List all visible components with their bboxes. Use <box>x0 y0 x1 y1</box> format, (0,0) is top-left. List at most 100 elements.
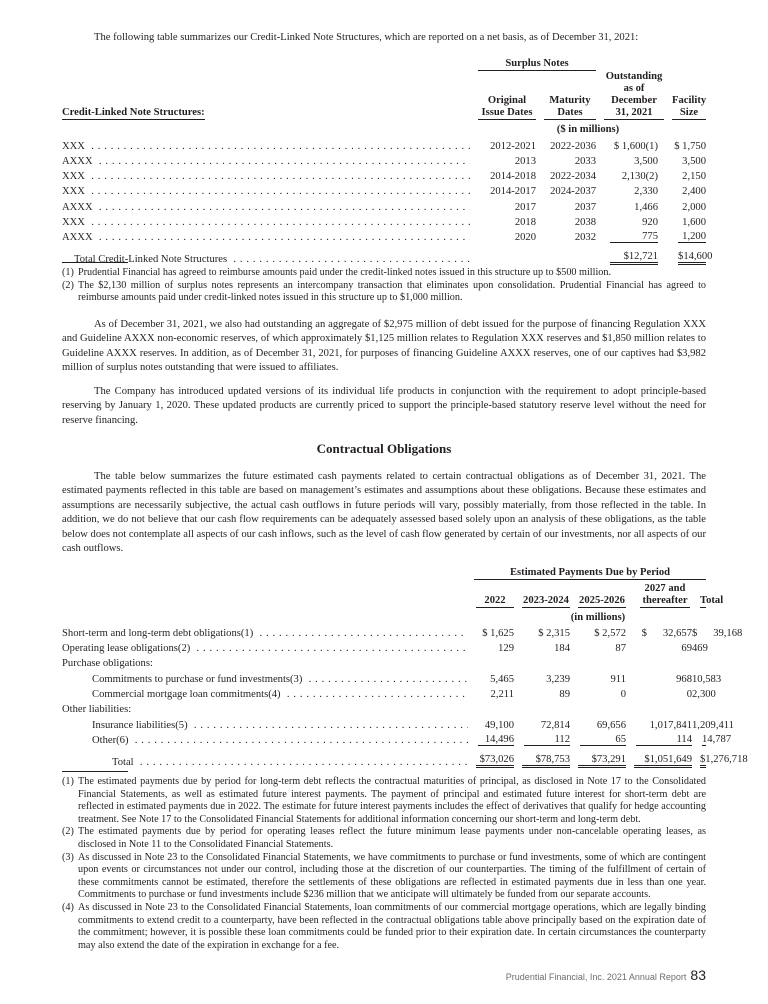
row-label: Short-term and long-term debt obligation… <box>62 624 468 639</box>
table-row: AXXX 2017 2037 1,466 2,000 <box>62 197 706 213</box>
cell-value: 2018 <box>514 217 536 229</box>
row-label: Operating lease obligations(2) <box>62 639 468 655</box>
column-header: Maturity Dates <box>536 71 597 121</box>
cell-value: 2022-2034 <box>550 171 597 183</box>
cell-value: $ 32,657 <box>641 627 692 639</box>
column-header: Credit-Linked Note Structures: <box>62 71 470 121</box>
total-value: $78,753 <box>514 746 570 768</box>
cell-value: 2012-2021 <box>490 140 536 152</box>
cell-value: 2014-2018 <box>490 171 536 183</box>
cell-value: 1,200 <box>678 231 707 244</box>
row-label: AXXX <box>62 228 470 244</box>
column-header-label: 2025-2026 <box>578 595 626 609</box>
units-label: ($ in millions) <box>556 124 620 136</box>
column-header: Facility Size <box>664 71 706 121</box>
row-label: AXXX <box>62 152 470 167</box>
column-header-label: 2023-2024 <box>522 595 570 609</box>
estimated-payments-header: Estimated Payments Due by Period <box>474 567 707 581</box>
credit-linked-notes-table: Surplus Notes Credit-Linked Note Structu… <box>62 56 712 266</box>
footnote: (3) As discussed in Note 23 to the Consol… <box>62 852 706 902</box>
cell-value: 2017 <box>514 201 536 213</box>
cell-value: 69,656 <box>596 719 626 731</box>
footnote-text: The estimated payments due by period for… <box>78 826 706 850</box>
cell-value: 49,100 <box>484 719 514 731</box>
footnote-text: The estimated payments due by period for… <box>78 776 706 825</box>
cell-value: 920 <box>642 217 659 229</box>
table-row: Other liabilities: <box>62 700 706 716</box>
footnote: (4) As discussed in Note 23 to the Consol… <box>62 902 706 952</box>
cell-value: $ 2,572 <box>594 627 626 639</box>
cell-value: 2013 <box>514 155 536 167</box>
cell-value: 1,017,841 <box>649 719 692 731</box>
cell-value: 2032 <box>574 232 597 244</box>
cell-value <box>570 654 626 669</box>
page-footer: Prudential Financial, Inc. 2021 Annual R… <box>505 967 706 983</box>
cell-value <box>692 654 706 669</box>
cell-value: 14,787 <box>702 733 732 746</box>
table-row: XXX 2018 2038 920 1,600 <box>62 213 707 229</box>
cell-value: 2014-2017 <box>490 186 536 198</box>
footnote-marker: (3) <box>62 851 74 863</box>
table-row: Short-term and long-term debt obligation… <box>62 624 742 639</box>
total-value: $1,276,718 <box>692 746 748 768</box>
table-row: Purchase obligations: <box>62 654 706 670</box>
column-header: Total <box>692 580 723 609</box>
cell-value: 2,211 <box>490 689 514 701</box>
paragraph-obligations: The table below summarizes the future es… <box>62 471 706 555</box>
cell-value: 65 <box>570 731 626 746</box>
cell-value: 5,465 <box>490 673 514 685</box>
cell-value: 2020 <box>514 232 536 244</box>
paragraph-products: The Company has introduced updated versi… <box>62 386 706 426</box>
total-label: Total Credit-Linked Note Structures <box>62 243 470 266</box>
cell-value: 2,330 <box>634 186 659 198</box>
cell-value: 2038 <box>574 217 597 229</box>
footnote: (2) The $2,130 million of surplus notes r… <box>62 280 706 305</box>
cell-value: 112 <box>514 731 570 746</box>
cell-value: 1,600 <box>682 217 707 229</box>
footnote-marker: (1) <box>62 776 74 787</box>
cell-value: 775 <box>596 228 664 244</box>
row-label: Commercial mortgage loan commitments(4) <box>62 685 468 701</box>
table-row: XXX 2014-2017 2024-2037 2,330 2,400 <box>62 182 706 198</box>
cell-value: 2037 <box>574 201 597 213</box>
table-row: Commercial mortgage loan commitments(4) 2… <box>62 685 716 701</box>
table-row: AXXX 2013 2033 3,500 3,500 <box>62 152 706 167</box>
column-header-label: 2022 <box>476 595 514 609</box>
column-header: 2027 and thereafter <box>626 580 692 609</box>
cell-value <box>626 654 692 669</box>
row-label: Commitments to purchase or fund investme… <box>62 669 468 685</box>
total-value: $73,291 <box>570 746 626 768</box>
column-header: 2025-2026 <box>570 580 626 609</box>
cell-value: $ 1,750 <box>674 140 707 152</box>
row-label: Other(6) <box>62 731 468 746</box>
cell-value: 775 <box>610 231 659 244</box>
row-label: Other liabilities: <box>62 700 468 716</box>
column-header: 2022 <box>468 580 514 609</box>
cell-value: 0 <box>686 689 692 701</box>
row-label: Purchase obligations: <box>62 654 468 670</box>
cell-value <box>692 700 706 715</box>
column-header-label: Outstanding as of December 31, 2021 <box>604 71 665 121</box>
cell-value <box>468 654 514 669</box>
column-header: Outstanding as of December 31, 2021 <box>596 71 665 121</box>
table-row: Insurance liabilities(5) 49,100 72,814 69,6… <box>62 715 734 731</box>
row-label: Insurance liabilities(5) <box>62 715 468 731</box>
cell-value <box>570 700 626 715</box>
cell-value: 469 <box>692 643 708 655</box>
total-value: $73,026 <box>468 746 514 768</box>
footnote-text: Prudential Financial has agreed to reimb… <box>78 267 612 278</box>
cell-value: 114 <box>626 731 692 746</box>
total-label: Total <box>62 746 468 768</box>
section-heading: Contractual Obligations <box>316 441 452 456</box>
cell-value: 2022-2036 <box>550 140 597 152</box>
row-label: XXX <box>62 182 470 198</box>
cell-value: 184 <box>554 643 570 655</box>
cell-value: 2024-2037 <box>550 186 597 198</box>
footnote-text: As discussed in Note 23 to the Consolida… <box>78 901 706 951</box>
footnote-rule <box>62 771 128 772</box>
footnote-marker: (1) <box>62 267 74 278</box>
column-header-label: Original Issue Dates <box>478 95 536 121</box>
table-row: XXX 2012-2021 2022-2036 $ 1,600(1) $ 1,750 <box>62 136 707 152</box>
cell-value: 10,583 <box>692 673 722 685</box>
cell-value: 1,209,411 <box>692 719 734 731</box>
